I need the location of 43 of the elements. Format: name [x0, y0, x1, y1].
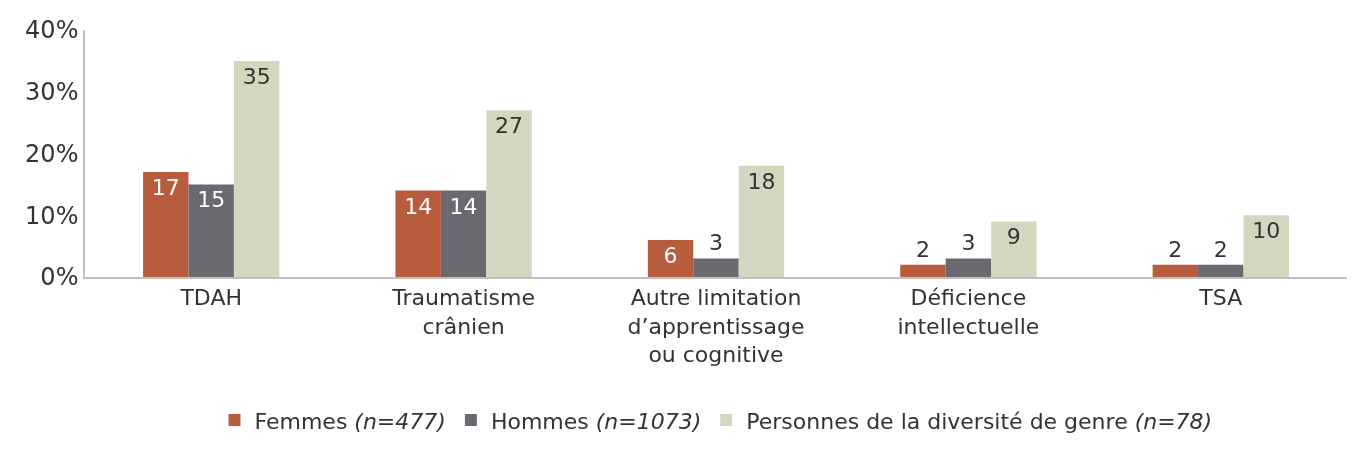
- y-tick-label: 40%: [25, 16, 79, 45]
- data-label: 15: [197, 187, 226, 213]
- y-tick-label: 0%: [40, 263, 79, 292]
- data-label: 2: [1213, 236, 1228, 262]
- x-tick-label: Déficience intellectuelle: [897, 285, 1040, 339]
- data-label: 2: [1168, 236, 1183, 262]
- legend-label: Femmes (n=477): [254, 408, 446, 434]
- bar: [647, 239, 694, 277]
- bar: [1243, 215, 1289, 277]
- data-label: 2: [915, 236, 930, 262]
- legend-label: Personnes de la diversité de genre (n=78): [746, 408, 1213, 434]
- bar: [991, 221, 1037, 277]
- data-label: 35: [242, 63, 271, 89]
- y-tick-label: 30%: [25, 78, 79, 107]
- bar: [486, 110, 532, 277]
- data-label: 14: [404, 193, 433, 219]
- bar: [738, 165, 785, 277]
- legend-label: Hommes (n=1073): [490, 408, 702, 434]
- data-label: 17: [151, 175, 180, 201]
- data-label: 3: [961, 230, 976, 256]
- x-tick-label: TSA: [1198, 285, 1243, 311]
- bar: [143, 172, 189, 277]
- data-label: 3: [709, 230, 723, 256]
- bar: [945, 258, 992, 277]
- bar: [395, 190, 441, 277]
- data-label: 27: [495, 113, 524, 139]
- x-tick-label: Autre limitation d’apprentissage ou cognitive: [627, 285, 805, 368]
- x-tick-label: TDAH: [179, 285, 242, 311]
- data-label: 9: [1006, 224, 1021, 250]
- bar: [1152, 264, 1199, 277]
- data-label: 10: [1252, 218, 1281, 244]
- bar: [233, 60, 280, 277]
- bar: [188, 184, 234, 277]
- bar: [440, 190, 487, 277]
- y-tick-label: 10%: [25, 201, 79, 230]
- bar: [693, 258, 739, 277]
- bar: [1198, 264, 1244, 277]
- y-tick-label: 20%: [25, 139, 79, 168]
- bar: [900, 264, 946, 277]
- data-label: 14: [449, 193, 478, 219]
- data-label: 6: [663, 242, 678, 268]
- x-tick-label: Traumatisme crânien: [391, 285, 535, 339]
- data-label: 18: [747, 168, 776, 194]
